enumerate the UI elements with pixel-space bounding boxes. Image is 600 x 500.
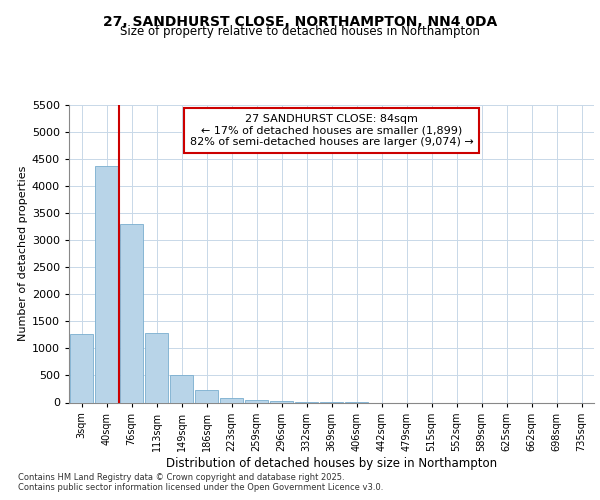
Bar — [269, 401, 293, 402]
Bar — [245, 400, 268, 402]
Bar — [220, 398, 244, 402]
Bar — [95, 166, 118, 402]
Text: 27, SANDHURST CLOSE, NORTHAMPTON, NN4 0DA: 27, SANDHURST CLOSE, NORTHAMPTON, NN4 0D… — [103, 15, 497, 29]
Bar — [145, 334, 169, 402]
Text: Size of property relative to detached houses in Northampton: Size of property relative to detached ho… — [120, 25, 480, 38]
Bar — [194, 390, 218, 402]
Text: Contains public sector information licensed under the Open Government Licence v3: Contains public sector information licen… — [18, 484, 383, 492]
Bar — [170, 376, 193, 402]
X-axis label: Distribution of detached houses by size in Northampton: Distribution of detached houses by size … — [166, 456, 497, 469]
Text: Contains HM Land Registry data © Crown copyright and database right 2025.: Contains HM Land Registry data © Crown c… — [18, 472, 344, 482]
Y-axis label: Number of detached properties: Number of detached properties — [17, 166, 28, 342]
Text: 27 SANDHURST CLOSE: 84sqm
← 17% of detached houses are smaller (1,899)
82% of se: 27 SANDHURST CLOSE: 84sqm ← 17% of detac… — [190, 114, 473, 147]
Bar — [70, 334, 94, 402]
Bar — [119, 224, 143, 402]
